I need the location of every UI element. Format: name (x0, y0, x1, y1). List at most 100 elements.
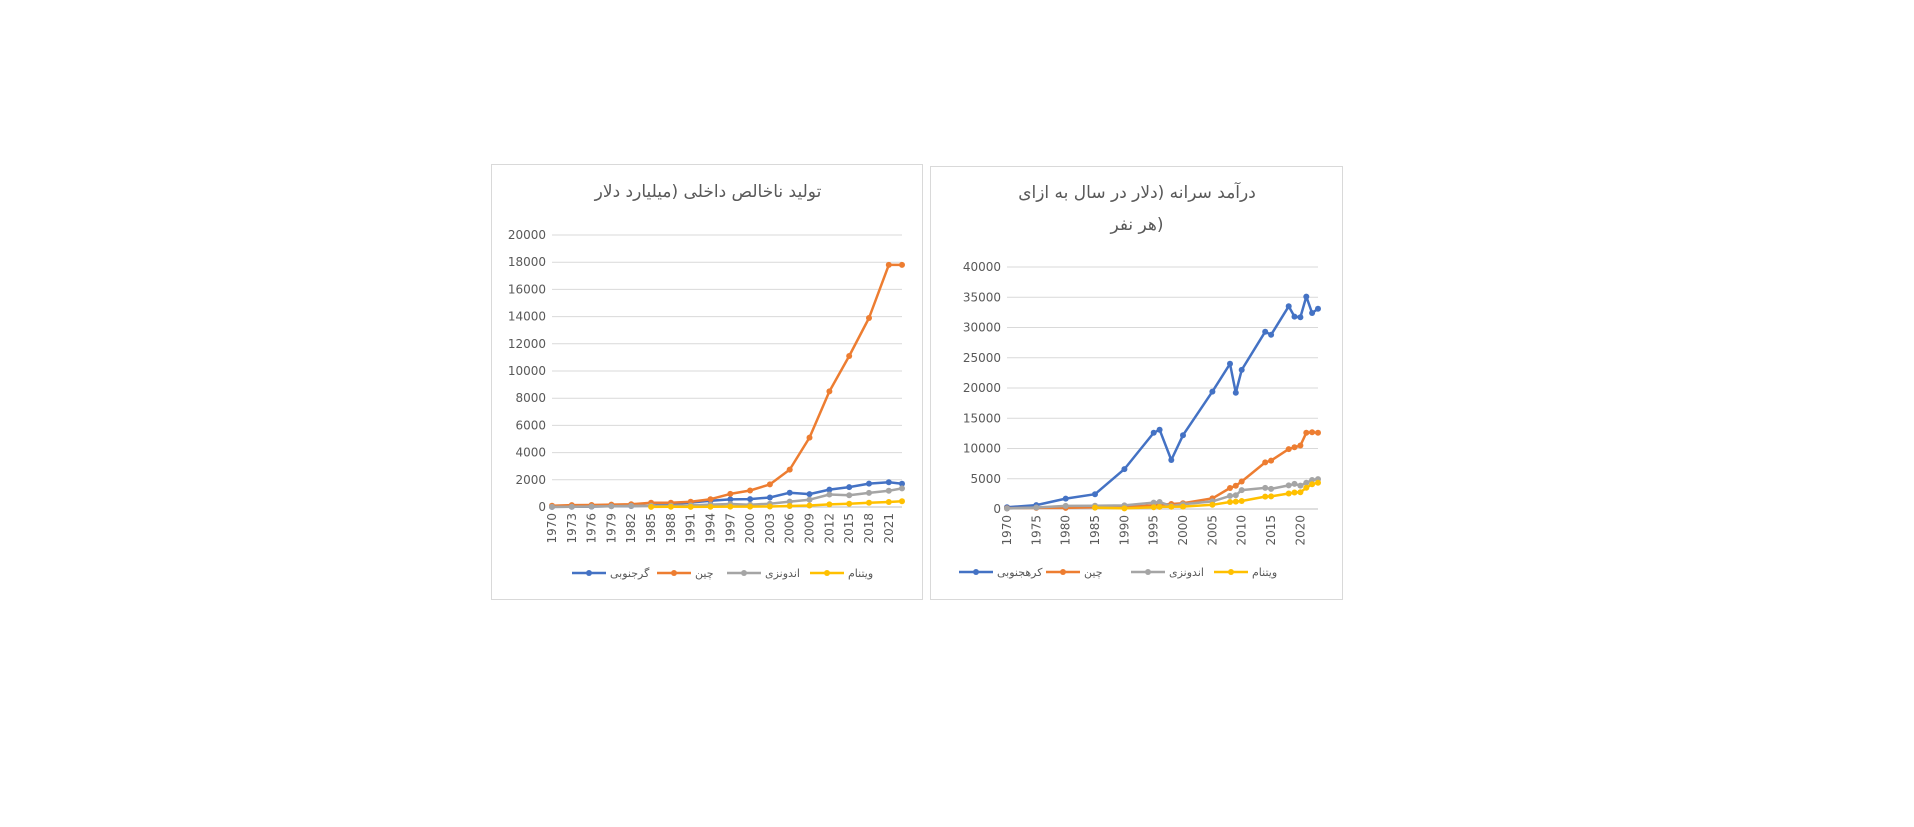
income-data-point (1297, 489, 1304, 496)
gdp-legend-label-3: اندونزی (765, 567, 800, 580)
income-legend-label-2: چین (1084, 566, 1103, 579)
income-x-tick-label: 2000 (1176, 515, 1190, 546)
gdp-series-line-4 (651, 499, 903, 509)
gdp-data-point (846, 353, 853, 359)
gdp-legend-marker-4 (824, 570, 830, 576)
income-data-point (1150, 504, 1157, 511)
gdp-chart-title: تولید ناخالص داخلی (میلیارد دلار (594, 182, 822, 202)
gdp-data-point (826, 491, 833, 498)
gdp-x-tick-label: 2006 (783, 513, 797, 544)
income-data-point (1303, 293, 1310, 300)
gdp-y-tick-label: 2000 (515, 473, 546, 487)
gdp-data-point (826, 501, 833, 508)
income-data-point (1291, 480, 1298, 487)
income-data-point (1315, 479, 1321, 486)
gdp-legend-marker-2 (671, 570, 677, 576)
income-data-point (1156, 503, 1163, 510)
gdp-legend-label-1: گرجنوبی (610, 567, 650, 580)
gdp-data-point (826, 486, 833, 493)
gdp-data-point (899, 480, 905, 487)
income-y-tick-label: 15000 (963, 411, 1001, 425)
income-data-point (1268, 485, 1275, 492)
income-data-point (1297, 482, 1304, 489)
gdp-data-point (727, 503, 734, 510)
income-x-tick-label: 2015 (1264, 515, 1278, 546)
income-data-point (1156, 426, 1163, 433)
gdp-chart-panel: تولید ناخالص داخلی (میلیارد دلار 0 2000 400… (491, 164, 923, 600)
gdp-data-point (806, 434, 813, 441)
income-y-tick-label: 10000 (963, 442, 1001, 456)
gdp-data-point (747, 503, 754, 510)
gdp-data-point (707, 496, 714, 503)
gdp-y-tick-label: 0 (538, 500, 546, 514)
gdp-x-tick-label: 2012 (822, 513, 836, 544)
gdp-data-point (727, 496, 734, 503)
gdp-legend-marker-1 (586, 570, 592, 576)
income-data-point (1268, 493, 1275, 500)
gdp-data-point (786, 498, 793, 505)
gdp-y-tick-label: 16000 (508, 282, 546, 296)
gdp-data-point (885, 499, 892, 505)
income-y-tick-label: 40000 (963, 260, 1001, 274)
gdp-x-tick-label: 1994 (703, 513, 717, 544)
income-data-point (1232, 498, 1239, 505)
gdp-data-point (846, 492, 853, 499)
income-y-tick-label: 20000 (963, 381, 1001, 395)
income-data-point (1004, 505, 1010, 512)
income-data-point (1303, 479, 1310, 486)
gdp-data-point (549, 503, 555, 510)
income-legend-label-1: کرهجنوبی (997, 566, 1043, 579)
income-data-point (1291, 489, 1298, 496)
income-data-point (1238, 498, 1245, 504)
income-data-point (1121, 466, 1128, 473)
income-data-point (1268, 457, 1275, 464)
income-y-tick-label: 30000 (963, 321, 1001, 335)
gdp-data-point (899, 498, 905, 505)
income-data-point (1297, 314, 1304, 321)
income-data-point (1209, 501, 1216, 508)
income-data-point (1268, 331, 1275, 338)
income-data-point (1262, 493, 1269, 500)
gdp-x-tick-label: 1970 (545, 513, 559, 544)
income-data-point (1227, 485, 1233, 491)
gdp-data-point (568, 503, 575, 510)
income-data-point (1238, 487, 1245, 494)
gdp-data-point (846, 500, 853, 507)
gdp-x-tick-label: 1997 (723, 513, 737, 544)
income-data-point (1291, 444, 1298, 451)
gdp-y-tick-label: 6000 (515, 418, 546, 432)
income-chart-title: درآمد سرانه (دلار در سال به ازای (1018, 181, 1256, 203)
gdp-x-tick-label: 2021 (882, 513, 896, 544)
gdp-data-point (846, 484, 853, 491)
gdp-data-point (628, 502, 635, 509)
income-data-point (1303, 484, 1310, 491)
income-data-point (1150, 429, 1157, 436)
income-chart-svg: درآمد سرانه (دلار در سال به ازای هر نفر) 0… (959, 181, 1321, 579)
income-data-point (1309, 477, 1316, 483)
gdp-chart-svg: تولید ناخالص داخلی (میلیارد دلار 0 2000 400… (508, 182, 905, 580)
gdp-x-tick-label: 1985 (644, 513, 658, 544)
gdp-legend-label-2: چین (695, 567, 714, 580)
income-data-point (1309, 310, 1316, 316)
income-data-point (1309, 481, 1316, 488)
gdp-x-tick-label: 1973 (565, 513, 579, 544)
gdp-data-point (885, 261, 892, 268)
income-data-point (1180, 503, 1186, 510)
gdp-data-point (885, 479, 892, 486)
gdp-data-point (786, 489, 793, 496)
income-series-line-1 (1006, 295, 1319, 509)
income-data-point (1285, 482, 1292, 489)
gdp-legend-label-4: ویتنام (848, 567, 873, 580)
gdp-data-point (899, 261, 905, 268)
income-data-point (1232, 492, 1239, 499)
income-data-point (1232, 389, 1239, 396)
gdp-data-point (707, 503, 714, 510)
income-data-point (1285, 490, 1292, 497)
gdp-data-point (885, 487, 892, 494)
income-legend-marker-3 (1145, 569, 1151, 575)
gdp-data-point (866, 315, 872, 321)
gdp-data-point (747, 487, 754, 494)
gdp-x-tick-label: 1988 (664, 513, 678, 544)
gdp-y-tick-label: 20000 (508, 228, 546, 242)
income-data-point (1232, 482, 1239, 489)
